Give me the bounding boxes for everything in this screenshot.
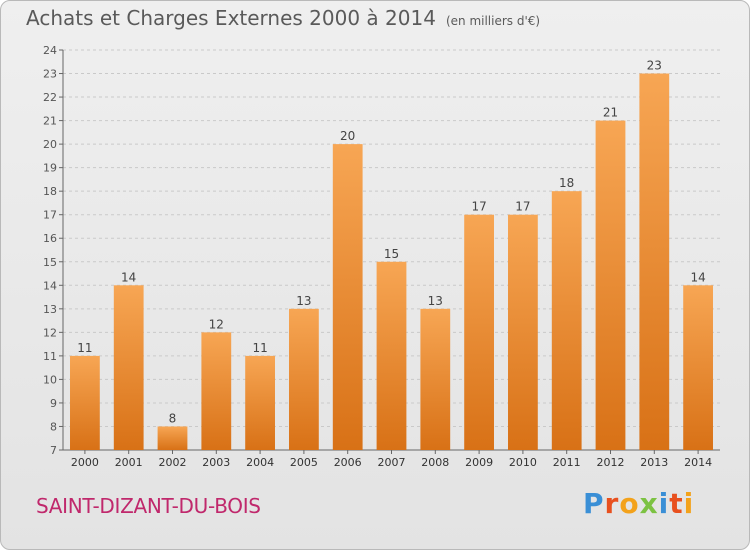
- x-tick-label: 2001: [115, 456, 143, 469]
- x-tick-label: 2010: [509, 456, 537, 469]
- bar-2000: [70, 355, 100, 450]
- data-label-2004: 11: [252, 341, 267, 355]
- bar-2012: [595, 120, 626, 451]
- bar-2014: [683, 285, 713, 450]
- x-tick-label: 2011: [553, 456, 581, 469]
- data-label-2002: 8: [169, 411, 177, 425]
- x-tick-label: 2008: [421, 456, 449, 469]
- x-tick-label: 2007: [378, 456, 406, 469]
- chart-subtitle: (en milliers d'€): [445, 14, 541, 28]
- y-tick-labels: 7 8 9 10 11 12 13 14 15 16 17 18 19 20 21 22 23 24: [43, 44, 57, 457]
- y-tick-label: 7: [50, 444, 57, 457]
- logo-letter: r: [604, 487, 620, 520]
- bar-2013: [639, 73, 670, 450]
- logo-letter: P: [583, 487, 605, 520]
- data-label-2007: 15: [384, 247, 399, 261]
- chart-title: Achats et Charges Externes 2000 à 2014 (e…: [26, 6, 540, 30]
- y-tick-label: 18: [43, 185, 57, 198]
- x-tick-label: 2002: [159, 456, 187, 469]
- y-tick-label: 22: [43, 91, 57, 104]
- bar-2002: [157, 426, 188, 450]
- y-tick-label: 19: [43, 162, 57, 175]
- y-tick-label: 17: [43, 209, 57, 222]
- logo-letter: i: [658, 487, 670, 520]
- data-label-2008: 13: [428, 294, 443, 308]
- y-tick-label: 13: [43, 303, 57, 316]
- data-label-2009: 17: [471, 200, 486, 214]
- y-tick-label: 23: [43, 68, 57, 81]
- x-tick-label: 2005: [290, 456, 318, 469]
- y-tick-label: 8: [50, 420, 57, 433]
- chart-title-text: Achats et Charges Externes 2000 à 2014: [26, 6, 436, 30]
- bar-2009: [464, 214, 494, 450]
- data-label-2012: 21: [603, 106, 618, 120]
- x-tick-label: 2004: [246, 456, 274, 469]
- x-tick-label: 2014: [684, 456, 712, 469]
- y-tick-label: 24: [43, 44, 57, 57]
- bar-2005: [289, 308, 319, 450]
- y-tick-label: 15: [43, 256, 57, 269]
- data-label-2006: 20: [340, 129, 355, 143]
- data-label-2014: 14: [690, 270, 705, 284]
- data-label-2001: 14: [121, 270, 136, 284]
- data-label-2010: 17: [515, 200, 530, 214]
- proxiti-logo[interactable]: Proxiti: [583, 487, 694, 520]
- bar-2004: [245, 355, 275, 450]
- y-tick-label: 16: [43, 232, 57, 245]
- bar-2008: [420, 308, 451, 450]
- x-tick-label: 2012: [597, 456, 625, 469]
- bars: [70, 73, 713, 451]
- x-tick-label: 2009: [465, 456, 493, 469]
- data-labels: 11 14 8 12 11 13 20 15 13 17 17 18 21 23 14: [77, 59, 705, 426]
- logo-letter: t: [669, 487, 684, 520]
- logo-letter: i: [683, 487, 695, 520]
- bar-2007: [376, 261, 407, 450]
- bar-2006: [332, 144, 363, 450]
- x-tick-label: 2013: [640, 456, 668, 469]
- x-tick-label: 2000: [71, 456, 99, 469]
- logo-letter: x: [639, 487, 659, 520]
- data-label-2013: 23: [647, 59, 662, 73]
- y-tick-label: 20: [43, 138, 57, 151]
- logo-letter: o: [619, 487, 640, 520]
- y-tick-label: 9: [50, 397, 57, 410]
- x-tick-labels: 2000 2001 2002 2003 2004 2005 2006 2007 2008 2009…: [71, 456, 712, 469]
- y-tick-label: 14: [43, 279, 57, 292]
- y-tick-label: 10: [43, 373, 57, 386]
- data-label-2011: 18: [559, 176, 574, 190]
- data-label-2005: 13: [296, 294, 311, 308]
- commune-name: SAINT-DIZANT-DU-BOIS: [36, 494, 261, 518]
- data-label-2000: 11: [77, 341, 92, 355]
- x-tick-label: 2006: [334, 456, 362, 469]
- bar-2003: [201, 332, 232, 450]
- y-tick-label: 21: [43, 115, 57, 128]
- bar-2011: [551, 191, 582, 451]
- bar-2001: [113, 285, 144, 450]
- x-tick-label: 2003: [202, 456, 230, 469]
- y-tick-label: 12: [43, 326, 57, 339]
- data-label-2003: 12: [209, 317, 224, 331]
- bar-2010: [508, 214, 538, 450]
- y-tick-label: 11: [43, 350, 57, 363]
